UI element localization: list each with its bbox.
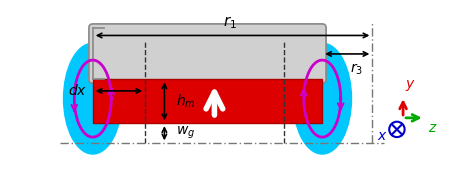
Ellipse shape [64, 43, 122, 154]
Text: $h_m$: $h_m$ [176, 92, 196, 110]
FancyBboxPatch shape [89, 24, 326, 83]
Text: $r_3$: $r_3$ [350, 62, 364, 77]
Ellipse shape [293, 43, 352, 154]
Circle shape [389, 122, 405, 137]
Text: $x$: $x$ [377, 129, 388, 143]
Text: $r_1$: $r_1$ [223, 14, 237, 31]
Text: $z$: $z$ [428, 121, 438, 135]
Text: $dx$: $dx$ [68, 83, 87, 98]
Bar [93, 79, 322, 123]
Text: $y$: $y$ [405, 78, 416, 93]
Bar [93, 28, 104, 79]
Text: $w_g$: $w_g$ [176, 125, 195, 141]
